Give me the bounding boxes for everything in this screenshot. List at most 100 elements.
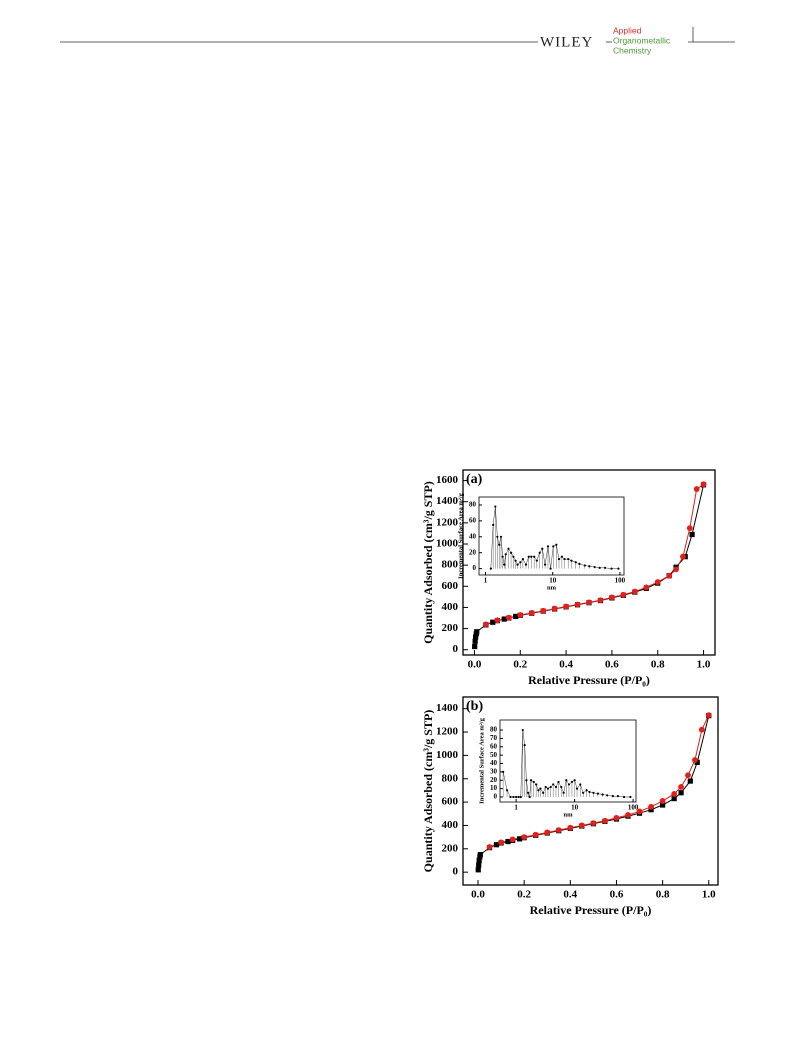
y-tick-label: 30 [490, 767, 498, 775]
y-tick-label: 80 [469, 501, 477, 509]
data-point [693, 486, 700, 492]
y-tick-label: 10 [490, 784, 498, 792]
y-tick-label: 0 [453, 643, 459, 655]
data-point [474, 629, 480, 635]
y-tick-label: 200 [442, 842, 459, 854]
data-point [678, 784, 684, 790]
y-tick-label: 60 [469, 516, 477, 524]
data-point [505, 838, 511, 845]
y-tick-label: 800 [442, 772, 459, 784]
y-tick-label: 50 [490, 751, 498, 759]
x-tick-label: 0.8 [651, 659, 665, 671]
y-tick-label: 80 [490, 726, 498, 734]
data-point [694, 759, 700, 765]
y-tick-label: 1400 [436, 495, 459, 507]
data-point [698, 726, 705, 733]
y-tick-label: 600 [442, 580, 459, 592]
panel-label: (a) [466, 472, 483, 487]
y-tick-label: 400 [442, 819, 459, 831]
x-tick-label: 0.8 [656, 889, 670, 901]
series-line [502, 730, 631, 798]
x-tick-label: 0.4 [563, 889, 577, 901]
x-tick-label: 1 [514, 804, 518, 812]
data-point [476, 862, 482, 868]
y-tick-label: 1600 [436, 474, 459, 486]
y-tick-label: 400 [442, 601, 459, 613]
y-tick-label: 1200 [436, 516, 459, 528]
data-point [477, 852, 483, 858]
journal-line: Applied [613, 25, 642, 35]
x-tick-label: 1 [484, 577, 488, 585]
y-tick-label: 1400 [436, 702, 459, 714]
data-point [680, 553, 686, 560]
data-point [625, 812, 631, 818]
data-point [578, 822, 585, 829]
data-point [689, 531, 695, 538]
data-point [660, 802, 666, 808]
y-tick-label: 40 [469, 532, 477, 540]
data-point [486, 844, 493, 850]
data-point [521, 834, 528, 841]
data-point [636, 808, 643, 815]
x-tick-label: 100 [615, 577, 626, 585]
data-point [685, 772, 691, 779]
data-point [472, 643, 478, 650]
y-axis-label: Quantity Adsorbed (cm³/g STP) [421, 710, 435, 873]
data-point [602, 817, 608, 824]
data-point [590, 820, 597, 827]
x-tick-label: 1.0 [697, 659, 711, 671]
x-tick-label: 0.0 [468, 659, 482, 671]
x-tick-label: 10 [549, 577, 557, 585]
data-point [631, 588, 638, 595]
x-tick-label: 0.4 [559, 659, 573, 671]
x-tick-label: 0.2 [517, 889, 531, 901]
journal-line: Organometallic [613, 35, 671, 45]
data-point [692, 757, 698, 763]
data-point [671, 795, 677, 802]
data-point [532, 831, 539, 838]
y-tick-label: 600 [442, 796, 459, 808]
y-axis-label: Quantity Adsorbed (cm³/g STP) [421, 481, 435, 644]
y-tick-label: 20 [490, 776, 498, 784]
data-point [609, 594, 615, 601]
data-point [629, 795, 632, 799]
x-axis-label: Relative Pressure (P/P₀) [530, 903, 652, 917]
y-tick-label: 70 [490, 734, 498, 742]
x-axis-label: nm [547, 584, 557, 591]
data-point [473, 634, 479, 640]
y-tick-label: 1200 [436, 726, 459, 738]
data-point [540, 607, 547, 614]
data-point [643, 584, 650, 591]
data-point [490, 619, 496, 625]
data-point [563, 603, 569, 610]
y-axis-label: Incremental Surface Area m²/g [478, 717, 485, 803]
data-point [476, 857, 482, 864]
data-point [498, 839, 504, 846]
y-tick-label: 0 [494, 793, 498, 801]
data-point [517, 612, 524, 618]
x-tick-label: 10 [571, 804, 579, 812]
x-tick-label: 0.6 [610, 889, 624, 901]
data-point [617, 567, 620, 570]
x-tick-label: 0.2 [513, 659, 527, 671]
data-point [544, 829, 551, 836]
series-line [490, 506, 619, 569]
data-point [483, 621, 489, 628]
y-tick-label: 0 [473, 564, 477, 572]
y-tick-label: 800 [442, 559, 459, 571]
data-point [597, 597, 604, 604]
data-point [513, 613, 519, 620]
data-point [686, 525, 693, 532]
panel-label: (b) [466, 699, 483, 714]
data-point [671, 791, 678, 797]
y-tick-label: 40 [490, 759, 498, 767]
data-point [673, 566, 679, 573]
y-tick-label: 20 [469, 548, 477, 556]
data-point [705, 712, 712, 718]
x-tick-label: 0.6 [605, 659, 619, 671]
plot-frame [499, 719, 637, 803]
data-point [613, 814, 620, 821]
data-point [551, 605, 558, 612]
journal-line: Chemistry [613, 45, 652, 55]
